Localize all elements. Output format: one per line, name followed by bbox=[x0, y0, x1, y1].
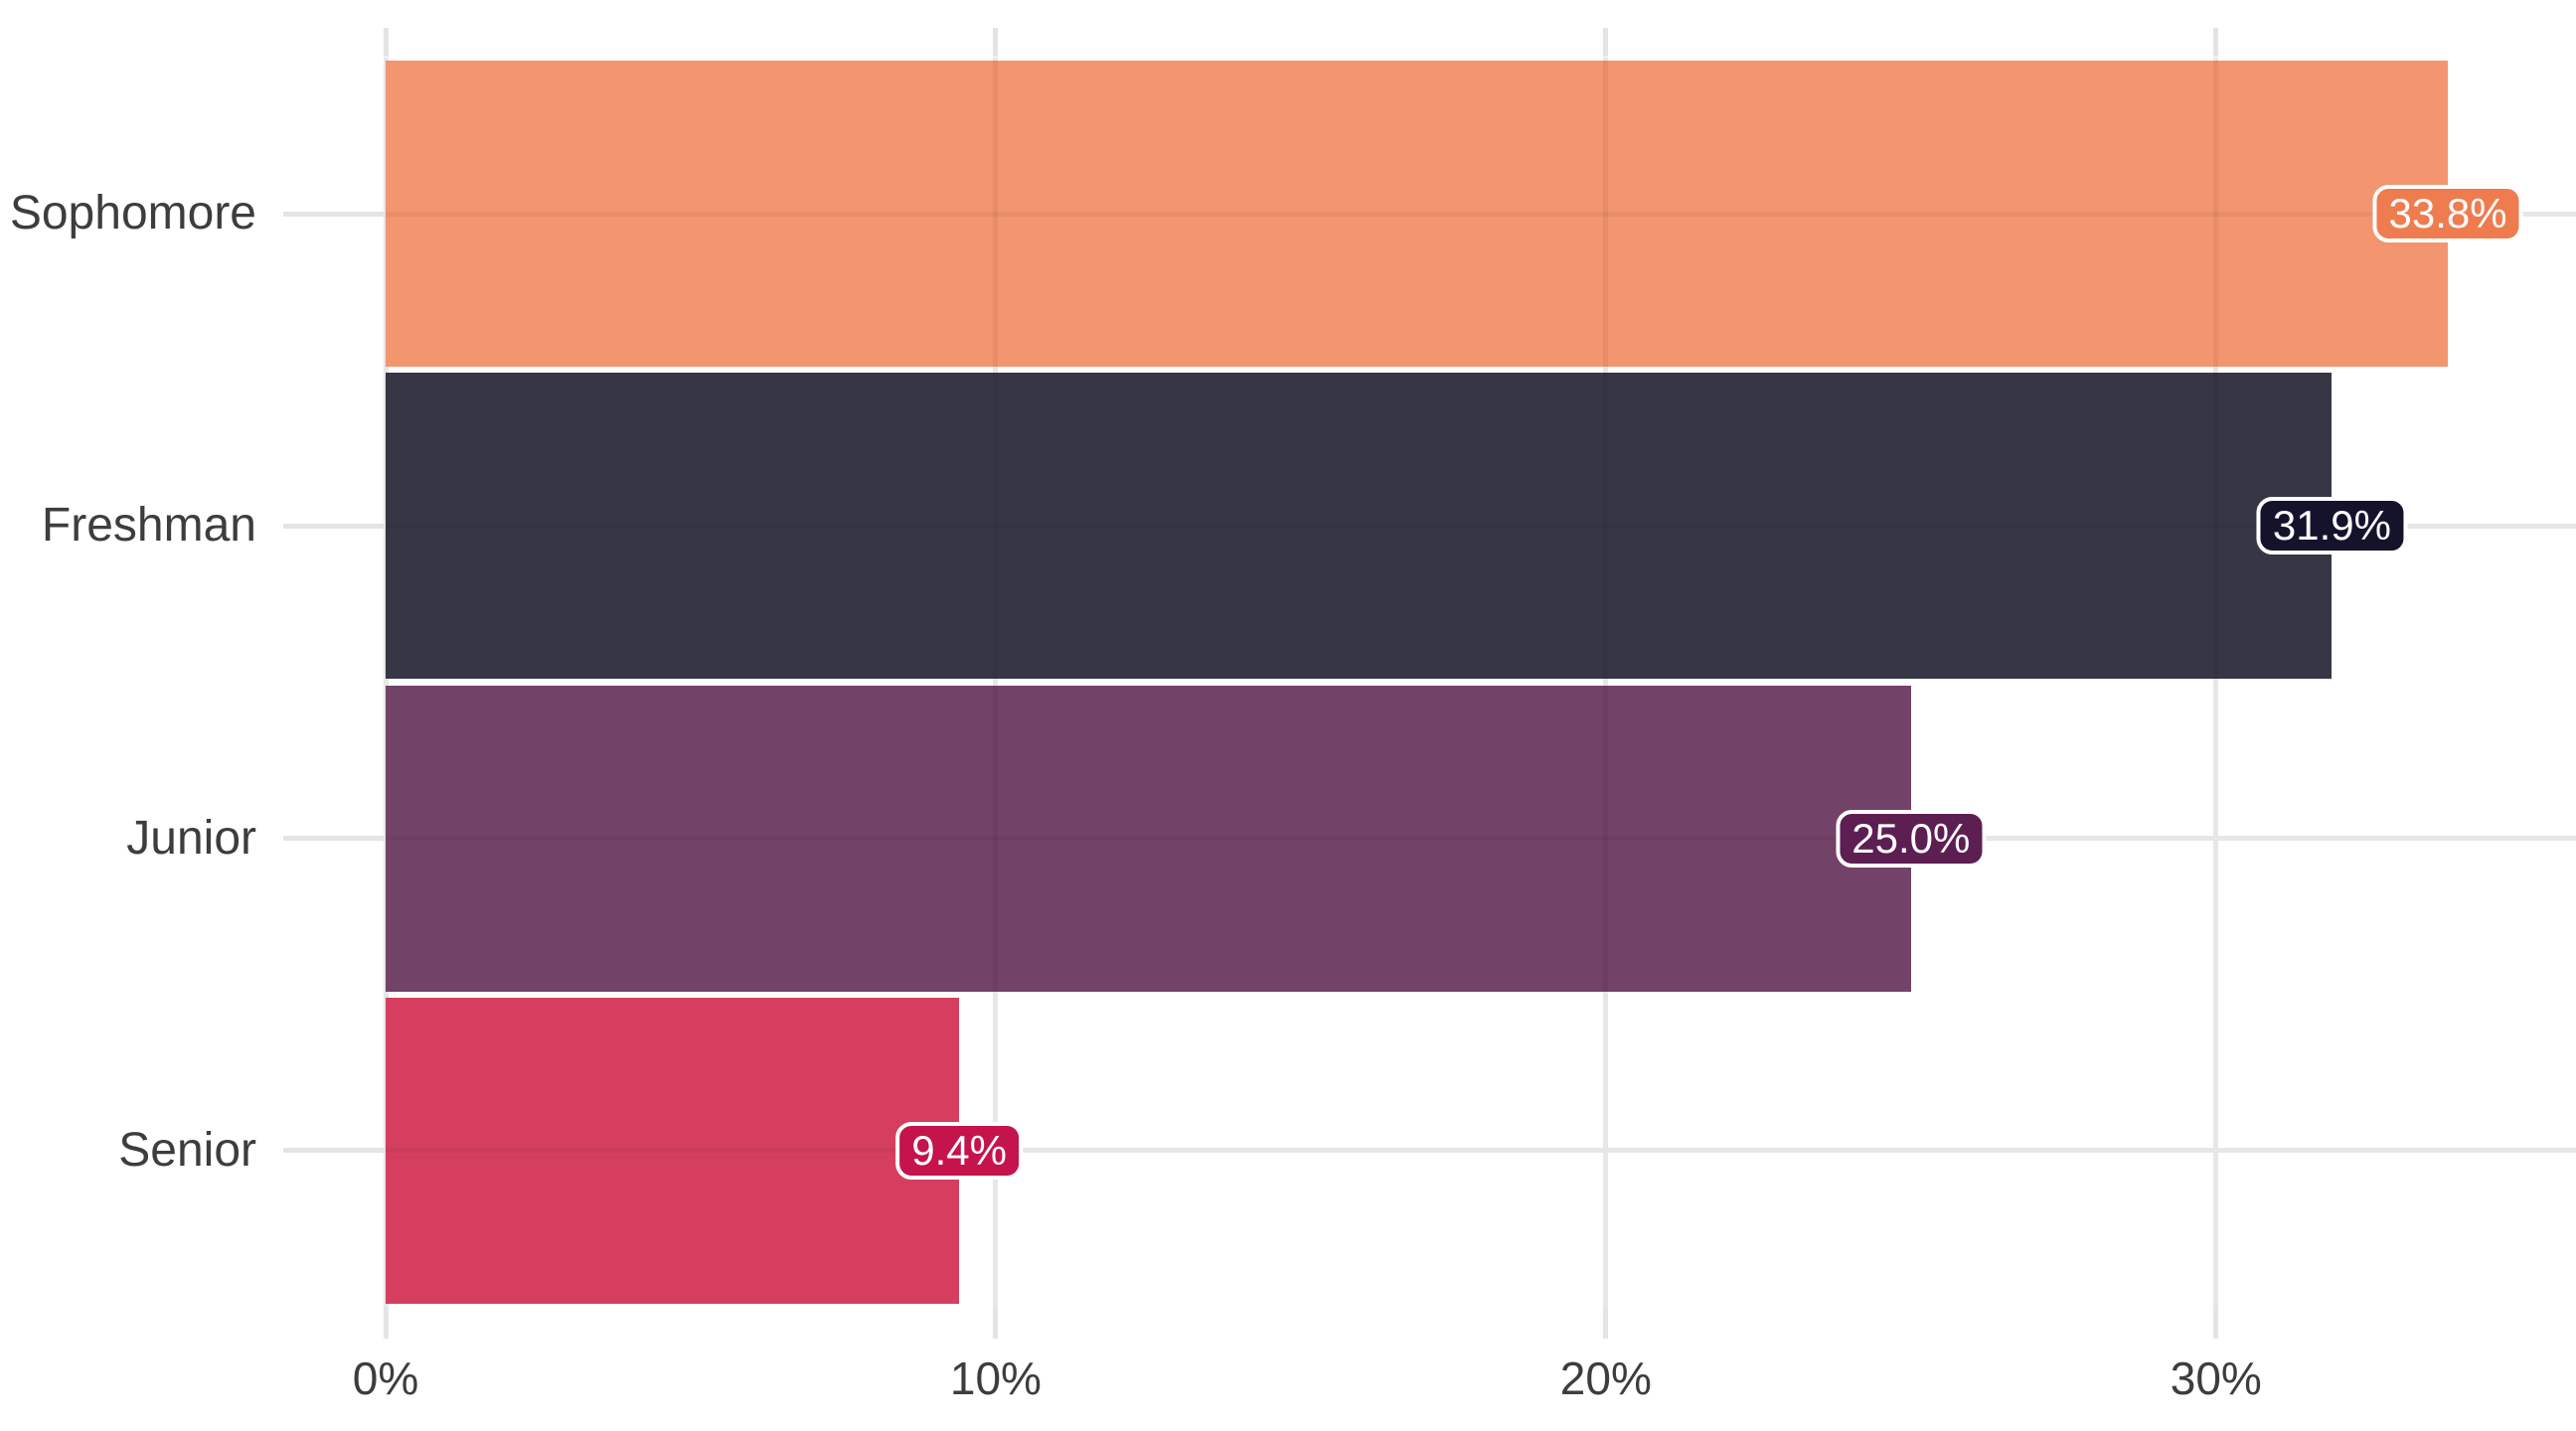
bar-gridline-overlay-h bbox=[386, 523, 2333, 529]
bar-gridline-overlay-h bbox=[386, 1148, 960, 1154]
category-label-sophomore: Sophomore bbox=[9, 187, 256, 240]
y-axis-tick-sophomore bbox=[283, 211, 386, 217]
plot-panel: 33.8% 31.9% 25.0% 9.4% bbox=[383, 58, 2576, 1307]
y-axis-tick-senior bbox=[283, 1148, 386, 1154]
bar-gridline-overlay-h bbox=[386, 211, 2449, 217]
category-label-freshman: Freshman bbox=[41, 499, 256, 553]
bar-gridline-overlay-v-20% bbox=[1603, 373, 1609, 680]
bar-senior bbox=[386, 997, 960, 1304]
bar-gridline-overlay-h bbox=[386, 836, 1911, 842]
x-tick-label-20%: 20% bbox=[1559, 1352, 1652, 1404]
x-axis-bottom-tick-20% bbox=[1603, 1307, 1609, 1339]
bar-gridline-overlay-v-10% bbox=[993, 61, 999, 368]
y-axis-tick-junior bbox=[283, 836, 386, 842]
vertical-gridline-10% bbox=[993, 58, 999, 1307]
x-axis-bottom-tick-0% bbox=[383, 1307, 389, 1339]
bar-freshman bbox=[386, 373, 2333, 680]
bar-gridline-overlay-v-10% bbox=[993, 685, 999, 992]
y-axis-tick-freshman bbox=[283, 523, 386, 529]
category-label-junior: Junior bbox=[126, 811, 256, 865]
bar-gridline-overlay-v-20% bbox=[1603, 685, 1609, 992]
vertical-gridline-20% bbox=[1603, 58, 1609, 1307]
horizontal-gridline-senior bbox=[386, 1148, 2576, 1154]
bar-gridline-overlay-v-10% bbox=[993, 373, 999, 680]
vertical-gridline-30% bbox=[2213, 58, 2219, 1307]
bar-gridline-overlay-v-20% bbox=[1603, 61, 1609, 368]
x-axis-top-tick-0% bbox=[383, 28, 389, 57]
value-badge-senior: 9.4% bbox=[895, 1121, 1023, 1180]
x-tick-label-30%: 30% bbox=[2170, 1352, 2262, 1404]
x-axis-top-tick-30% bbox=[2213, 28, 2219, 57]
value-badge-sophomore: 33.8% bbox=[2372, 185, 2523, 243]
bar-junior bbox=[386, 685, 1911, 992]
x-tick-label-0%: 0% bbox=[352, 1352, 419, 1404]
value-badge-junior: 25.0% bbox=[1836, 809, 1987, 868]
bar-gridline-overlay-v-30% bbox=[2213, 373, 2219, 680]
x-tick-label-10%: 10% bbox=[949, 1352, 1042, 1404]
value-badge-freshman: 31.9% bbox=[2256, 497, 2407, 556]
x-axis-top-tick-10% bbox=[993, 28, 999, 57]
x-axis-bottom-tick-30% bbox=[2213, 1307, 2219, 1339]
category-label-senior: Senior bbox=[118, 1123, 256, 1177]
x-axis-top-tick-20% bbox=[1603, 28, 1609, 57]
bar-gridline-overlay-v-30% bbox=[2213, 61, 2219, 368]
vertical-gridline-0% bbox=[383, 58, 389, 1307]
x-axis-bottom-tick-10% bbox=[993, 1307, 999, 1339]
bar-sophomore bbox=[386, 61, 2449, 368]
